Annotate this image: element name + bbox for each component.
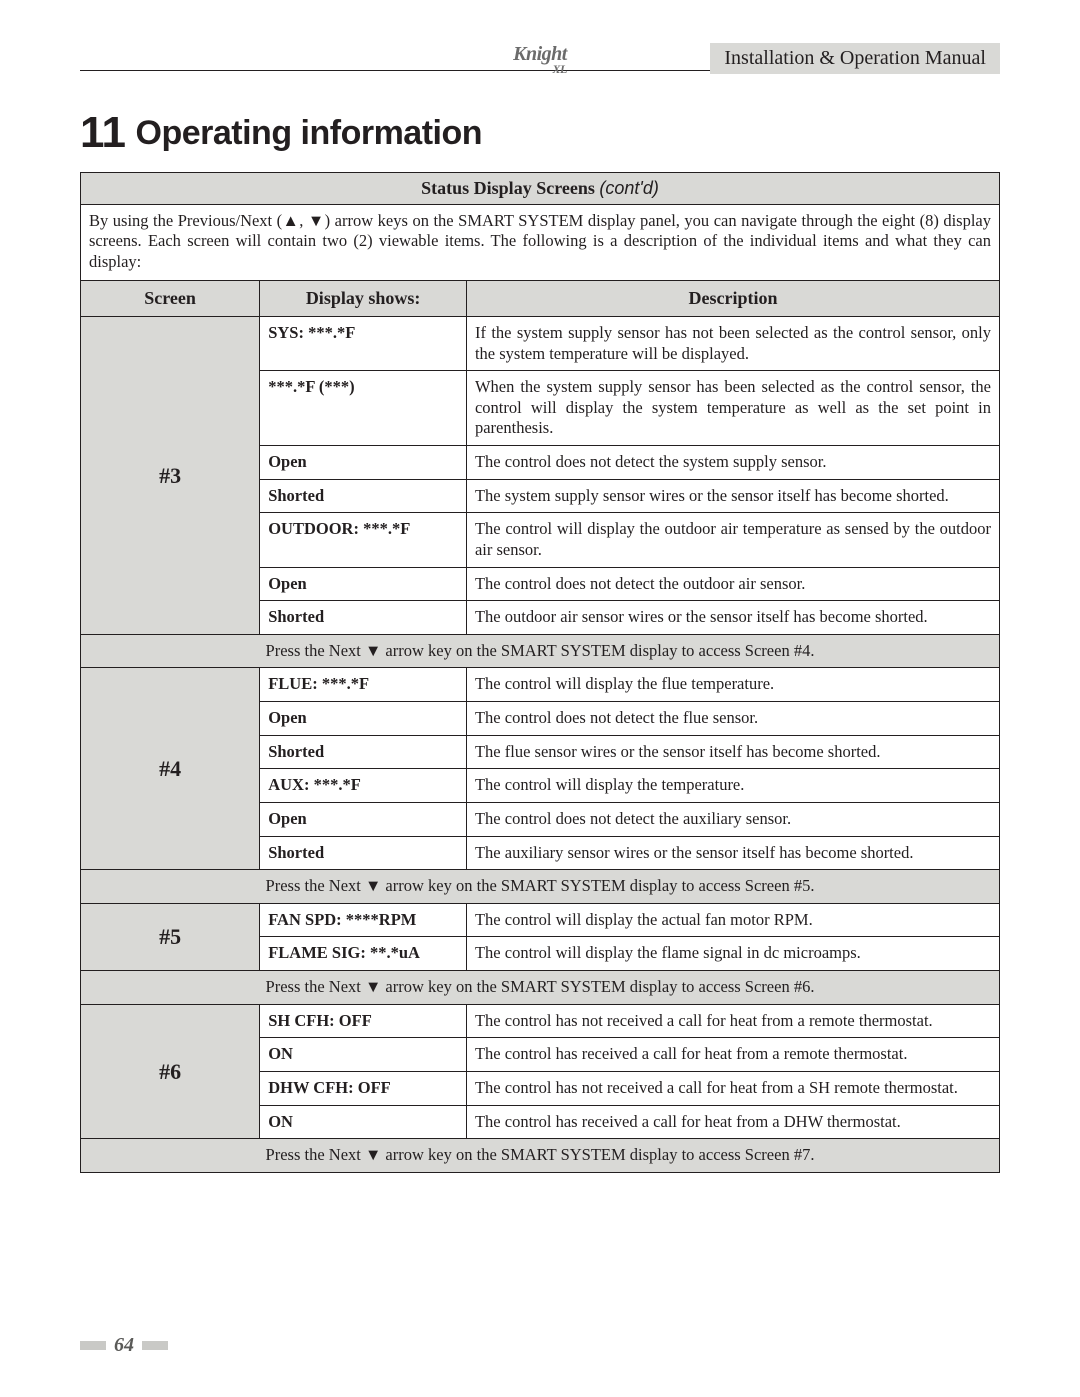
description: The control has not received a call for … [466, 1004, 999, 1038]
section-title-text: Operating information [136, 114, 483, 152]
table-intro: By using the Previous/Next (▲, ▼) arrow … [81, 204, 1000, 281]
display-shows: OUTDOOR: ***.*F [260, 513, 467, 567]
description: The system supply sensor wires or the se… [466, 479, 999, 513]
display-shows: SH CFH: OFF [260, 1004, 467, 1038]
page-content: Knight XL Installation & Operation Manua… [0, 0, 1080, 1173]
display-shows: Open [260, 802, 467, 836]
screen-id: #6 [81, 1004, 260, 1139]
description: The control will display the flue temper… [466, 668, 999, 702]
document-title: Installation & Operation Manual [710, 43, 1000, 74]
description: The control will display the outdoor air… [466, 513, 999, 567]
nav-instruction: Press the Next ▼ arrow key on the SMART … [81, 1139, 1000, 1173]
description: If the system supply sensor has not been… [466, 316, 999, 370]
table-caption: Status Display Screens (cont'd) [81, 173, 1000, 205]
description: When the system supply sensor has been s… [466, 371, 999, 446]
description: The control has received a call for heat… [466, 1038, 999, 1072]
col-header-display: Display shows: [260, 281, 467, 317]
footer-bar-right [142, 1341, 168, 1350]
section-heading: 11 Operating information [80, 108, 1000, 158]
display-shows: FLUE: ***.*F [260, 668, 467, 702]
display-shows: FLAME SIG: **.*uA [260, 937, 467, 971]
display-shows: ON [260, 1038, 467, 1072]
display-shows: DHW CFH: OFF [260, 1071, 467, 1105]
description: The control does not detect the flue sen… [466, 702, 999, 736]
nav-instruction: Press the Next ▼ arrow key on the SMART … [81, 634, 1000, 668]
screen-id: #4 [81, 668, 260, 870]
display-shows: Open [260, 702, 467, 736]
brand-logo: Knight XL [513, 43, 567, 77]
description: The control has not received a call for … [466, 1071, 999, 1105]
display-shows: FAN SPD: ****RPM [260, 903, 467, 937]
display-shows: ON [260, 1105, 467, 1139]
description: The control will display the flame signa… [466, 937, 999, 971]
description: The control has received a call for heat… [466, 1105, 999, 1139]
nav-instruction: Press the Next ▼ arrow key on the SMART … [81, 971, 1000, 1005]
display-shows: Open [260, 446, 467, 480]
section-number: 11 [80, 108, 126, 157]
description: The auxiliary sensor wires or the sensor… [466, 836, 999, 870]
description: The outdoor air sensor wires or the sens… [466, 601, 999, 635]
footer-bar-left [80, 1341, 106, 1350]
description: The control does not detect the system s… [466, 446, 999, 480]
nav-instruction: Press the Next ▼ arrow key on the SMART … [81, 870, 1000, 904]
col-header-description: Description [466, 281, 999, 317]
display-shows: Shorted [260, 601, 467, 635]
screen-id: #5 [81, 903, 260, 970]
display-shows: SYS: ***.*F [260, 316, 467, 370]
description: The control will display the temperature… [466, 769, 999, 803]
page-number: 64 [114, 1334, 134, 1357]
display-shows: AUX: ***.*F [260, 769, 467, 803]
display-shows: Open [260, 567, 467, 601]
page-footer: 64 [80, 1334, 168, 1357]
description: The control will display the actual fan … [466, 903, 999, 937]
status-display-table: Status Display Screens (cont'd)By using … [80, 172, 1000, 1173]
description: The control does not detect the auxiliar… [466, 802, 999, 836]
description: The control does not detect the outdoor … [466, 567, 999, 601]
display-shows: Shorted [260, 735, 467, 769]
display-shows: Shorted [260, 836, 467, 870]
page-header: Knight XL Installation & Operation Manua… [80, 43, 1000, 74]
col-header-screen: Screen [81, 281, 260, 317]
screen-id: #3 [81, 316, 260, 634]
description: The flue sensor wires or the sensor itse… [466, 735, 999, 769]
display-shows: Shorted [260, 479, 467, 513]
display-shows: ***.*F (***) [260, 371, 467, 446]
